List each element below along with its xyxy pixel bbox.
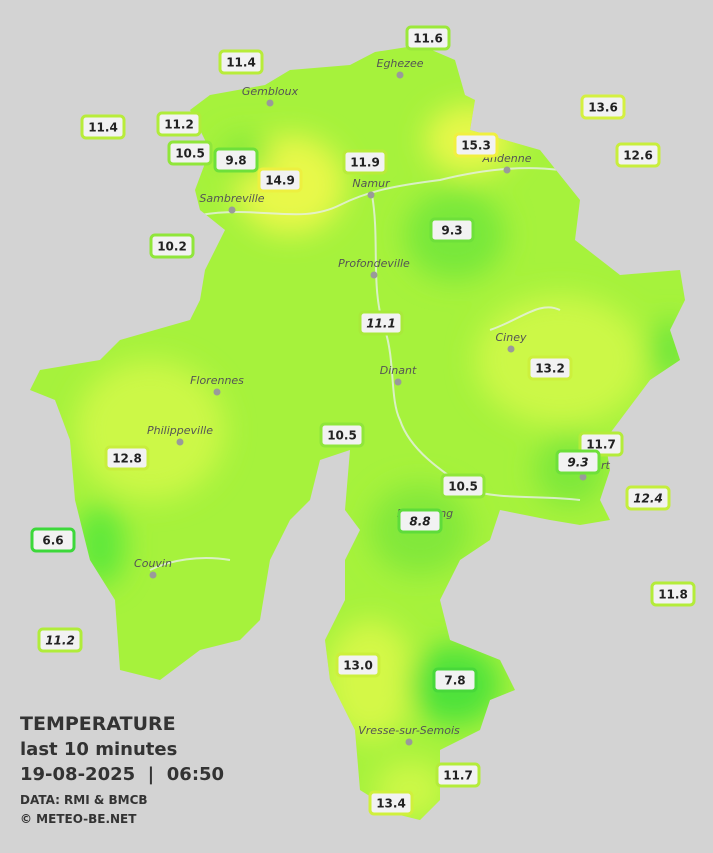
stations: 11.6 11.4 13.6 11.4 11.2 15.3 12.6 10.5 9.8 11.9 1… (30, 25, 696, 816)
station-value: 15.3 (461, 139, 491, 153)
city-label: Dinant (380, 364, 417, 377)
legend-subtitle: last 10 minutes (20, 739, 177, 760)
station-value: 10.2 (157, 240, 187, 254)
station-value: 11.8 (658, 588, 688, 602)
station-value: 13.6 (588, 101, 618, 115)
station-value: 10.5 (175, 147, 205, 161)
city-dot (370, 271, 378, 279)
station-value: 13.0 (343, 659, 373, 673)
station-box (527, 355, 573, 381)
station-value: 10.5 (448, 480, 478, 494)
station-value: 11.9 (350, 156, 380, 170)
station-box (37, 627, 83, 653)
station-value: 11.2 (164, 118, 194, 132)
station-box (156, 111, 202, 137)
station-value: 13.4 (376, 797, 406, 811)
station-box (218, 49, 264, 75)
city-dot (405, 738, 413, 746)
city-label: Profondeville (338, 257, 410, 270)
station-box (257, 167, 303, 193)
legend-datetime: 19-08-2025 | 06:50 (20, 764, 224, 785)
city-label: Philippeville (147, 424, 213, 437)
station-box (80, 114, 126, 140)
station-value: 9.3 (567, 456, 588, 470)
station-value: 9.8 (225, 154, 246, 168)
legend-title: TEMPERATURE (20, 713, 176, 735)
station-value: 13.2 (535, 362, 565, 376)
station-value: 12.4 (633, 492, 663, 506)
station-box (397, 508, 443, 534)
station-value: 12.8 (112, 452, 142, 466)
station-box (358, 310, 404, 336)
cities: EghezeeGemblouxAndenneNamurSambrevillePr… (134, 57, 610, 746)
station-value: 11.4 (88, 121, 118, 135)
city-dot (579, 473, 587, 481)
city-label: Eghezee (377, 57, 424, 70)
station-box (149, 233, 195, 259)
city-label: Namur (352, 177, 391, 190)
city-label: Florennes (190, 374, 244, 387)
city-dot (149, 571, 157, 579)
station-box (435, 762, 481, 788)
station-box (625, 485, 671, 511)
station-box (429, 217, 475, 243)
station-value: 11.1 (366, 317, 396, 331)
city-label: Couvin (134, 557, 172, 570)
station-box (405, 25, 451, 51)
station-value: 6.6 (42, 534, 63, 548)
station-box (432, 667, 478, 693)
station-value: 8.8 (409, 515, 430, 529)
city-dot (367, 191, 375, 199)
city-label: Sambreville (199, 192, 264, 205)
city-dot (503, 166, 511, 174)
station-box (453, 132, 499, 158)
station-box (30, 527, 76, 553)
city-dot (228, 206, 236, 214)
city-dot (507, 345, 515, 353)
city-dot (213, 388, 221, 396)
station-value: 11.7 (443, 769, 473, 783)
city-label: Gembloux (242, 85, 299, 98)
legend-copyright: © METEO-BE.NET (20, 812, 137, 826)
station-box (104, 445, 150, 471)
station-box (440, 473, 486, 499)
station-box (615, 142, 661, 168)
city-dot (396, 71, 404, 79)
station-box (580, 94, 626, 120)
station-box (342, 149, 388, 175)
station-box (319, 422, 365, 448)
station-value: 11.7 (586, 438, 616, 452)
station-value: 9.3 (441, 224, 462, 238)
station-value: 14.9 (265, 174, 295, 188)
station-box (555, 449, 601, 475)
station-value: 7.8 (444, 674, 465, 688)
city-dot (394, 378, 402, 386)
city-label: Vresse-sur-Semois (358, 724, 460, 737)
station-value: 11.4 (226, 56, 256, 70)
city-dot (176, 438, 184, 446)
city-dot (266, 99, 274, 107)
station-box (335, 652, 381, 678)
station-value: 11.2 (45, 634, 75, 648)
station-value: 10.5 (327, 429, 357, 443)
legend-source: DATA: RMI & BMCB (20, 793, 148, 807)
station-box (368, 790, 414, 816)
station-box (167, 140, 213, 166)
city-label: Ciney (496, 331, 527, 344)
station-value: 11.6 (413, 32, 443, 46)
station-box (650, 581, 696, 607)
station-box (213, 147, 259, 173)
station-value: 12.6 (623, 149, 653, 163)
